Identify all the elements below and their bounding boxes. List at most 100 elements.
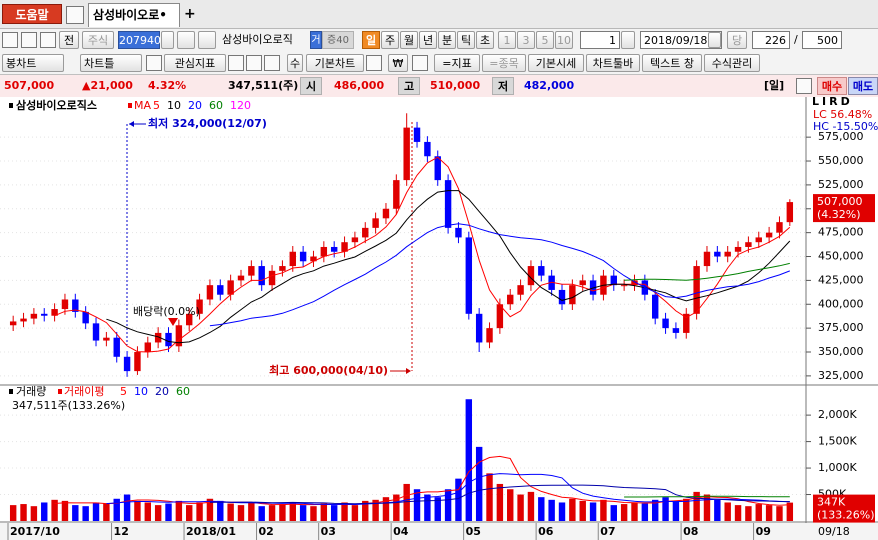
ma-legend: 60 [209, 99, 223, 112]
candle-body [175, 325, 183, 347]
code-dropdown[interactable] [161, 31, 174, 49]
volume-bar [465, 399, 473, 521]
toolbar-button[interactable]: 관심지표 [164, 54, 226, 72]
flag: 증40 [322, 31, 354, 49]
period-button[interactable]: 주 [381, 31, 399, 49]
buy-button[interactable]: 매수 [817, 77, 847, 95]
refresh-button[interactable] [198, 31, 216, 49]
toolbar-button[interactable]: 봉차트 [2, 54, 64, 72]
candle-body [144, 342, 152, 353]
minute-button[interactable]: 10 [555, 31, 573, 49]
market-select[interactable]: 주식 [82, 31, 114, 49]
candle-body [103, 337, 110, 341]
volume-bar [237, 505, 245, 521]
minute-button[interactable]: 3 [517, 31, 535, 49]
toolbar-button[interactable]: 차트툴바 [586, 54, 640, 72]
volume-tag-rate: (133.26%) [817, 509, 875, 522]
legend-bullet [9, 389, 13, 394]
candle-body [786, 202, 794, 223]
x-tick-label: 05 [466, 525, 481, 538]
toolbar: 전 주식 207940 삼성바이오로직 거 증40 일 주 월 년 분 틱 초 1 3 5 10 1 2018/09… [0, 29, 878, 52]
ma-legend: 10 [167, 99, 181, 112]
toolbar-icon[interactable] [21, 32, 37, 48]
toolbar-button[interactable]: 기본시세 [528, 54, 584, 72]
all-button[interactable]: 전 [59, 31, 79, 49]
period-button[interactable]: 틱 [457, 31, 475, 49]
period-button[interactable]: 초 [476, 31, 494, 49]
candle-body [745, 242, 752, 247]
add-tab[interactable]: + [184, 6, 196, 22]
volume-bar [558, 502, 566, 521]
toolbar-icon[interactable] [228, 55, 244, 71]
search-button[interactable] [177, 31, 195, 49]
arrow-head [406, 368, 411, 374]
screen-icon[interactable] [66, 6, 84, 24]
volume-bar [113, 498, 120, 521]
active-tab[interactable]: 삼성바이오로• [88, 3, 180, 27]
ma-legend: 20 [188, 99, 202, 112]
date-dropdown[interactable] [708, 32, 721, 48]
candle-body [620, 285, 628, 287]
candle-body [196, 299, 203, 314]
moving-average [209, 223, 790, 327]
toolbar-button[interactable]: =종목 [482, 54, 526, 72]
candle-body [123, 356, 131, 372]
unit-dropdown[interactable] [621, 31, 635, 49]
candle-body [217, 285, 224, 295]
minute-button[interactable]: 1 [498, 31, 516, 49]
x-tick-label: 07 [600, 525, 615, 538]
count-input[interactable]: 226 [752, 31, 790, 49]
minute-button[interactable]: 5 [536, 31, 554, 49]
toolbar-icon[interactable] [146, 55, 162, 71]
y-tick-label: 2,000K [818, 408, 857, 421]
y-tick-label: 425,000 [818, 273, 864, 286]
toolbar-button[interactable]: 수식관리 [704, 54, 760, 72]
volume-bar [362, 500, 369, 521]
toolbar-button[interactable]: 텍스트 창 [642, 54, 702, 72]
toolbar-button[interactable]: 수 [287, 54, 303, 72]
period-button[interactable]: 분 [438, 31, 456, 49]
toolbar-icon[interactable] [366, 55, 382, 71]
volume-ma-legend: 5 [120, 385, 127, 398]
info-open: 486,000 [334, 79, 385, 92]
info-rate: 4.32% [148, 79, 187, 92]
toolbar-button[interactable]: 차트틀 [80, 54, 142, 72]
candle-body [631, 280, 638, 286]
unit-input[interactable]: 1 [580, 31, 620, 49]
info-low: 482,000 [524, 79, 575, 92]
y-tick-label: 1,500K [818, 435, 857, 448]
moving-average [209, 484, 790, 505]
volume-bar [175, 500, 183, 521]
toolbar-icon[interactable] [412, 55, 428, 71]
date-input[interactable]: 2018/09/18 [640, 31, 722, 49]
volume-bar [610, 505, 617, 521]
candle-body [517, 285, 524, 295]
moving-average [624, 262, 790, 281]
toolbar-button[interactable]: ₩ [388, 54, 408, 72]
toolbar-2: 봉차트 차트틀 관심지표 수 기본차트 ₩ =지표 =종목 기본시세 차트툴바 텍스트 창 수식관리 [0, 52, 878, 75]
legend-bullet [9, 103, 13, 108]
period-button[interactable]: 일 [362, 31, 380, 49]
current-button[interactable]: 당 [727, 31, 747, 49]
x-tick-label: 02 [259, 525, 274, 538]
chart-title: 삼성바이오로직스 [16, 98, 97, 112]
candle-body [693, 266, 700, 314]
toolbar-icon[interactable] [40, 32, 56, 48]
toolbar-button[interactable]: 기본차트 [306, 54, 364, 72]
volume-bar [651, 499, 659, 521]
total-input[interactable]: 500 [802, 31, 842, 49]
period-button[interactable]: 월 [400, 31, 418, 49]
sell-button[interactable]: 매도 [848, 77, 878, 95]
period-button[interactable]: 년 [419, 31, 437, 49]
code-input[interactable]: 207940 [118, 31, 161, 49]
toolbar-icon[interactable] [246, 55, 262, 71]
candle-body [776, 222, 783, 233]
toolbar-button[interactable]: =지표 [434, 54, 480, 72]
volume-bar [424, 494, 431, 521]
toolbar-icon[interactable] [264, 55, 280, 71]
settings-icon[interactable] [796, 78, 812, 94]
help-button[interactable]: 도움말 [2, 4, 62, 24]
toolbar-icon[interactable] [2, 32, 18, 48]
axis-tools: LIRD [812, 97, 853, 108]
candle-body [610, 275, 617, 286]
